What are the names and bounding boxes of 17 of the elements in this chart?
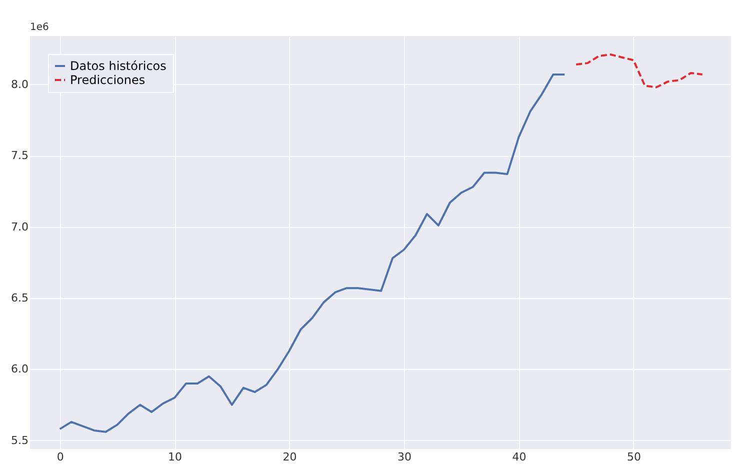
x-tick-label: 10 [168,450,182,464]
y-tick-label: 6.0 [11,362,28,376]
x-tick-label: 20 [282,450,297,464]
line-series [575,54,704,88]
y-tick-label: 6.5 [11,292,28,305]
line-series [58,73,566,433]
y-tick-label: 8.0 [11,78,28,91]
x-tick-label: 40 [512,450,526,464]
y-tick-label: 7.5 [11,149,28,162]
x-tick-label: 30 [398,450,412,464]
legend-label: Datos históricos [70,59,166,73]
legend-label: Predicciones [70,73,146,87]
y-tick-label: 5.5 [11,434,28,447]
x-tick-label: 50 [626,450,641,464]
x-tick-label: 0 [56,450,64,464]
text: 1e6 [30,22,49,33]
y-tick-label: 7.0 [11,220,28,234]
